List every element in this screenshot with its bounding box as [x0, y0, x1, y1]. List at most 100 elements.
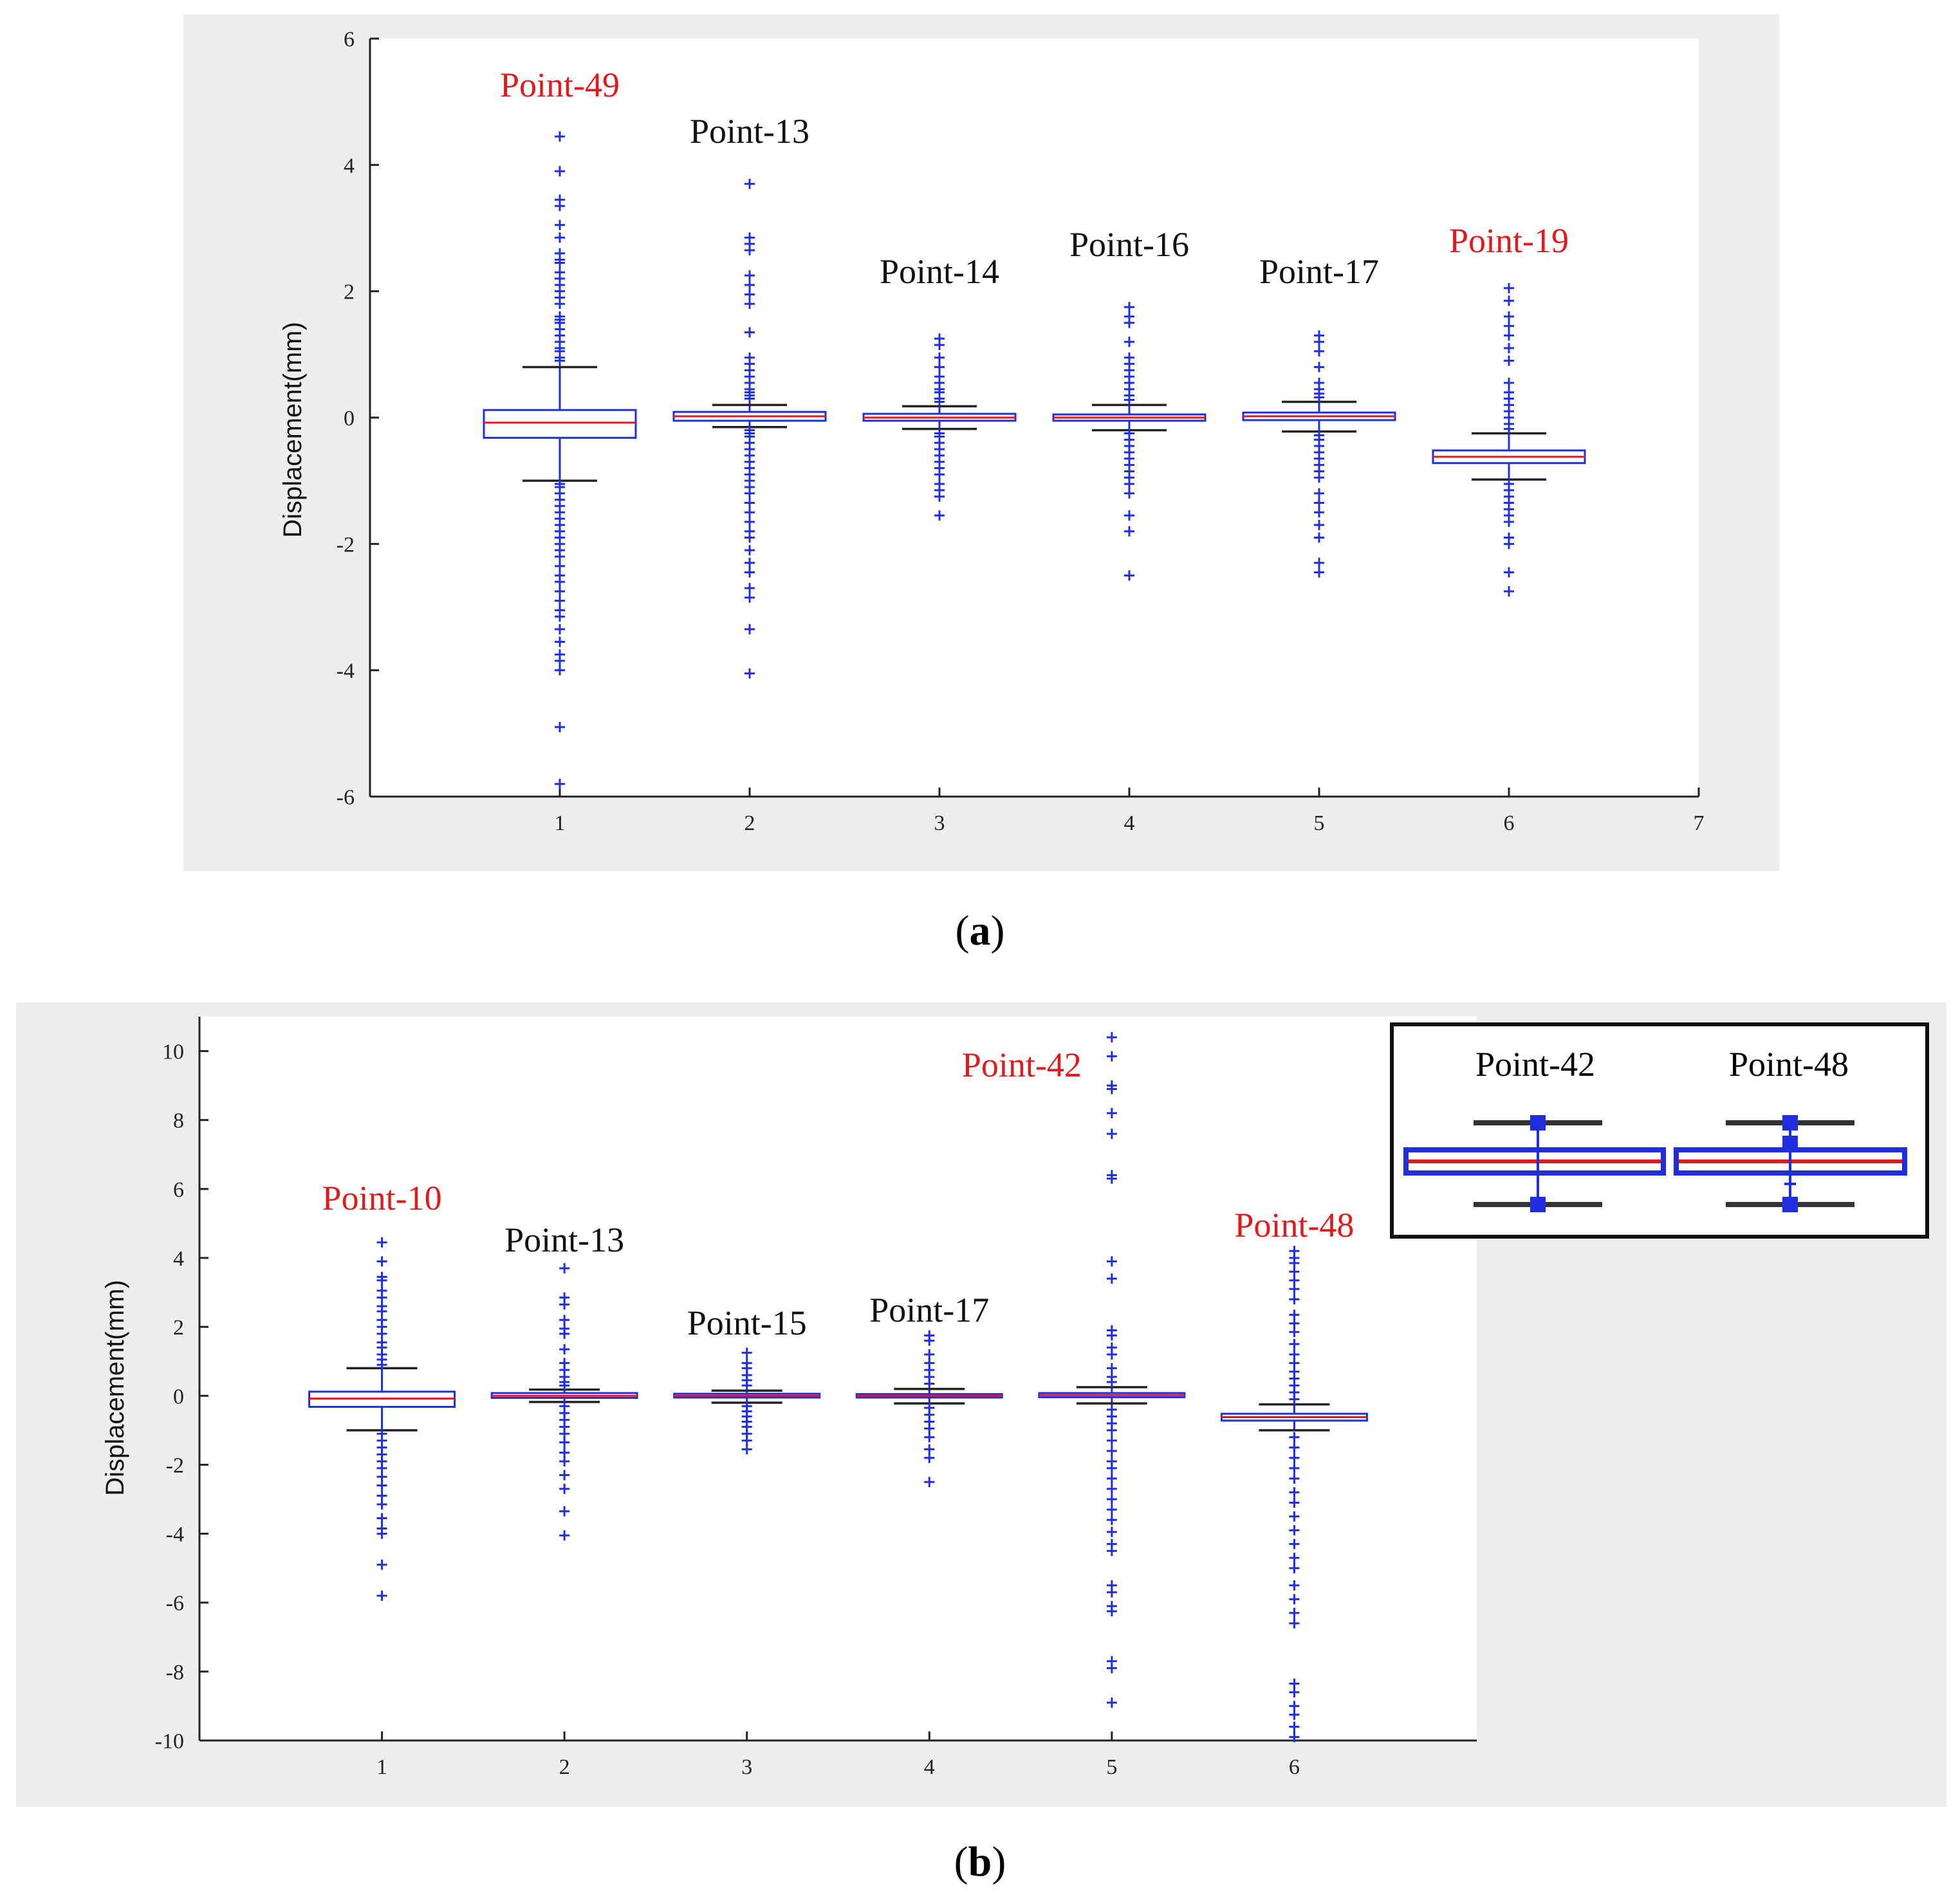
outlier-point: [559, 1447, 570, 1458]
panel-a-x-tick-label: 7: [1694, 811, 1705, 835]
outlier-point: [376, 1306, 387, 1317]
outlier-point: [1289, 1394, 1300, 1405]
outlier-point: [1106, 1129, 1117, 1140]
inset-outlier-marker: [1530, 1115, 1546, 1131]
outlier-point: [376, 1528, 387, 1539]
panel-b-box-6: [1220, 1246, 1368, 1742]
outlier-point: [744, 327, 755, 338]
outlier-point: [1289, 1358, 1300, 1369]
outlier-point: [744, 178, 755, 189]
outlier-point: [1289, 1309, 1300, 1320]
outlier-point: [924, 1432, 935, 1443]
outlier-point: [555, 355, 565, 366]
outlier-point: [555, 611, 565, 622]
outlier-point: [555, 219, 565, 230]
outlier-point: [934, 510, 945, 521]
chart-panel-a: -6 -4 -2 0 2 4 6 1 2 3 4 5 6 7 Point-49 Point-13 Point-1…: [183, 14, 1779, 871]
outlier-point: [1289, 1266, 1300, 1277]
panel-a-y-tick-label: 6: [344, 28, 355, 51]
outlier-point: [1289, 1618, 1300, 1629]
outlier-point: [555, 623, 565, 634]
outlier-point: [744, 270, 755, 281]
panel-a-y-tick-label: -6: [337, 786, 355, 809]
inset-box-1: [1403, 1115, 1666, 1212]
outlier-point: [376, 1292, 387, 1303]
panel-b-box-4: [855, 1330, 1003, 1488]
outlier-point: [1314, 507, 1324, 518]
outlier-point: [1106, 1376, 1117, 1387]
outlier-point: [1106, 1273, 1117, 1284]
panel-a-box-3: [862, 333, 1017, 521]
outlier-point: [1314, 532, 1324, 543]
panel-b-x-tick-label: 4: [924, 1755, 935, 1779]
outlier-point: [1106, 1463, 1117, 1473]
outlier-point: [1504, 539, 1514, 549]
outlier-point: [555, 665, 565, 676]
outlier-point: [744, 299, 755, 309]
panel-a-x-tick-label: 3: [934, 811, 945, 835]
panel-b-y-axis-label: Displacement(mm): [101, 1280, 129, 1496]
outlier-point: [1124, 510, 1134, 521]
panel-b-y-tick-label: 10: [162, 1040, 184, 1064]
outlier-point: [1289, 1538, 1300, 1549]
outlier-point: [1504, 516, 1514, 527]
inset-label-point-42: Point-42: [1475, 1045, 1595, 1084]
outlier-point: [744, 279, 755, 290]
outlier-point: [744, 289, 755, 300]
outlier-point: [1124, 302, 1134, 313]
panel-b-label-point-17: Point-17: [869, 1291, 989, 1329]
inset-outlier-marker: [1782, 1115, 1798, 1131]
outlier-point: [1106, 1084, 1117, 1094]
outlier-point: [1289, 1731, 1300, 1742]
outlier-point: [376, 1256, 387, 1267]
outlier-point: [1289, 1473, 1300, 1484]
outlier-point: [744, 516, 755, 527]
outlier-point: [1124, 317, 1134, 328]
outlier-point: [934, 469, 945, 480]
panel-a-label-point-17: Point-17: [1259, 252, 1379, 291]
outlier-point: [1314, 362, 1324, 373]
box-iqr: [483, 409, 637, 439]
outlier-point: [559, 1315, 570, 1325]
outlier-point: [744, 497, 755, 508]
outlier-point: [1504, 586, 1514, 596]
inset-outlier-marker: [1782, 1136, 1798, 1151]
outlier-point: [376, 1480, 387, 1491]
outlier-point: [1289, 1580, 1300, 1591]
inset-outlier-marker: [1782, 1197, 1798, 1212]
outlier-point: [376, 1513, 387, 1524]
outlier-point: [1289, 1452, 1300, 1463]
panel-a-y-tick-label: 0: [344, 407, 355, 430]
inset-label-point-48: Point-48: [1729, 1045, 1849, 1084]
outlier-point: [1504, 282, 1514, 293]
panel-a-box-5: [1242, 330, 1396, 578]
outlier-point: [1314, 392, 1324, 403]
outlier-point: [555, 779, 565, 790]
panel-a-caption: (a): [956, 907, 1005, 954]
outlier-point: [744, 488, 755, 499]
outlier-point: [1289, 1258, 1300, 1269]
outlier-point: [376, 1559, 387, 1570]
outlier-point: [744, 583, 755, 594]
outlier-point: [555, 131, 565, 142]
panel-b-box-2: [490, 1263, 638, 1541]
panel-b-y-tick-label: 6: [173, 1178, 184, 1202]
outlier-point: [1289, 1594, 1300, 1605]
panel-a-x-tick-label: 2: [744, 811, 755, 835]
outlier-point: [555, 636, 565, 647]
outlier-point: [741, 1380, 752, 1391]
outlier-point: [1124, 526, 1134, 537]
outlier-point: [744, 545, 755, 556]
outlier-point: [924, 1335, 935, 1346]
outlier-point: [555, 166, 565, 177]
panel-b-y-tick-label: 2: [173, 1316, 184, 1340]
outlier-point: [1106, 1483, 1117, 1494]
outlier-point: [1289, 1709, 1300, 1720]
outlier-point: [934, 340, 945, 351]
panel-b-y-tick-label: 4: [173, 1247, 184, 1271]
outlier-point: [1106, 1515, 1117, 1526]
outlier-point: [1124, 394, 1134, 405]
panel-b-x-tick-label: 6: [1289, 1755, 1300, 1779]
outlier-point: [376, 1499, 387, 1510]
panel-b-y-tick-label: -10: [155, 1730, 184, 1753]
